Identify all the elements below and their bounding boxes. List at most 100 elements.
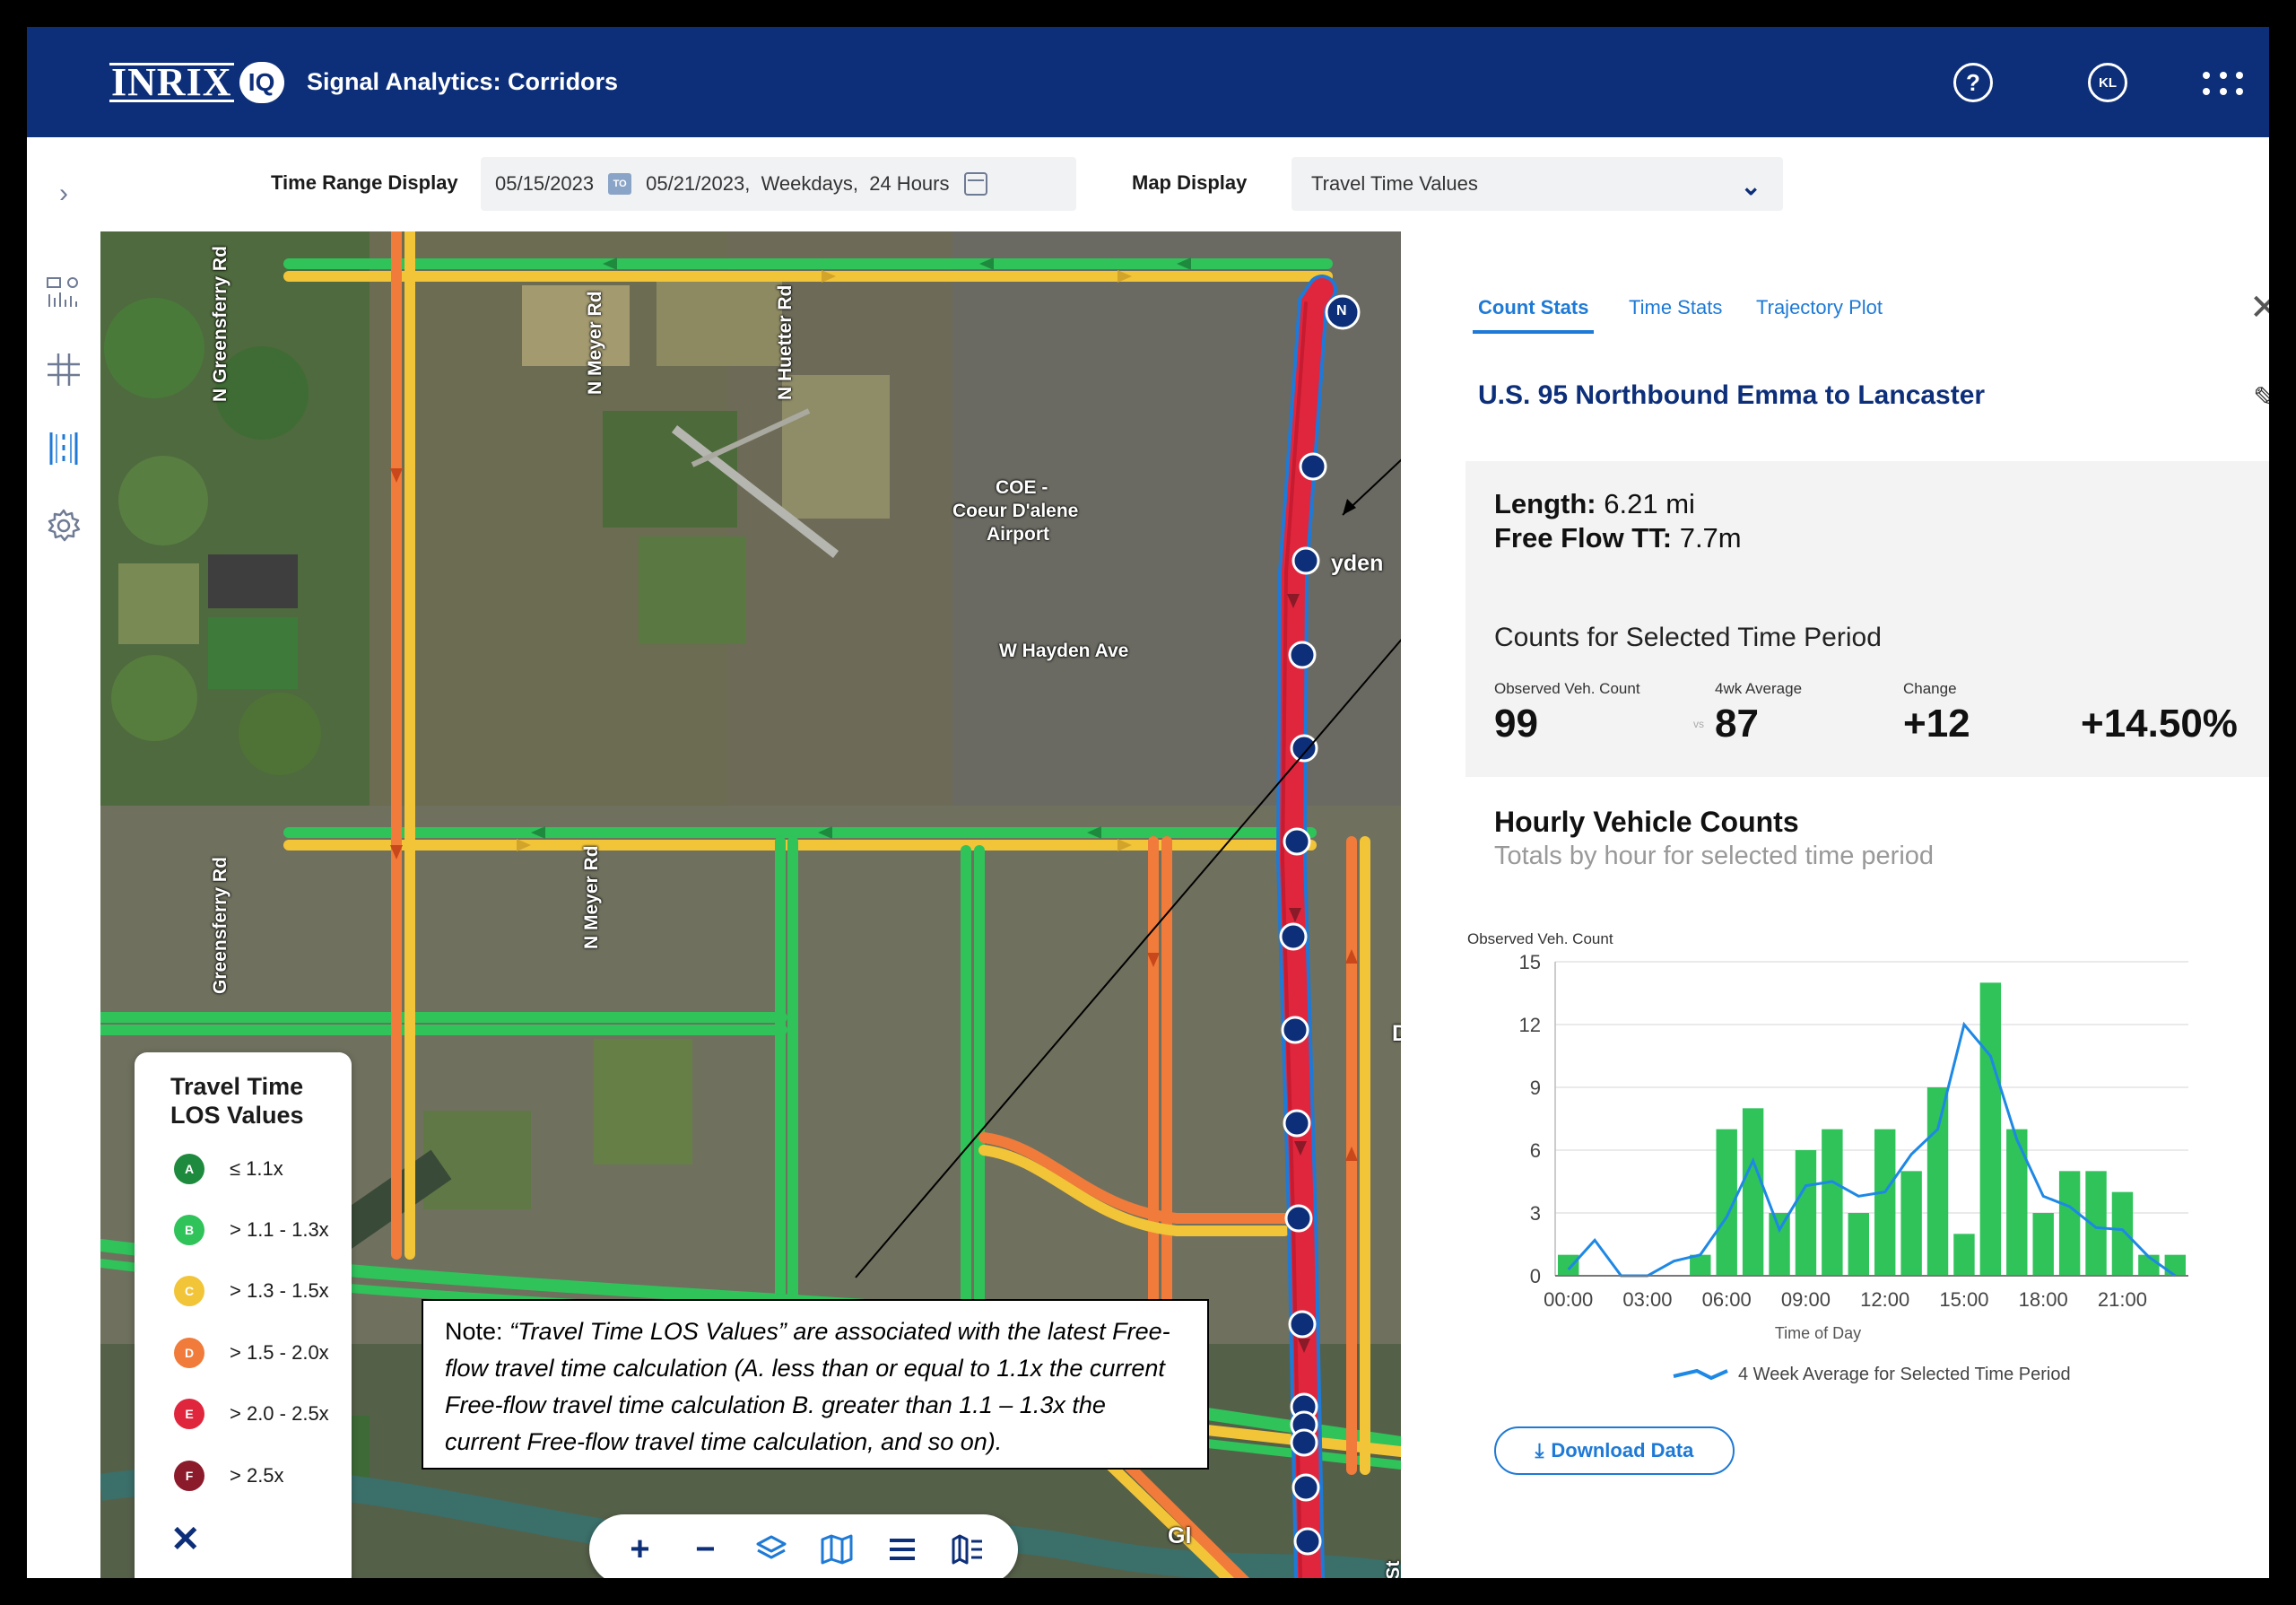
chart-x-tick-label: 15:00 — [1939, 1288, 1988, 1311]
chart-bar — [1769, 1213, 1790, 1276]
free-flow-label: Free Flow TT: — [1494, 522, 1673, 554]
average-value: 87 — [1715, 702, 1759, 746]
map-label-meyer-south: N Meyer Rd — [581, 845, 602, 949]
chart-x-tick-label: 12:00 — [1860, 1288, 1909, 1311]
map-icon[interactable] — [815, 1528, 858, 1571]
map-label-airport-code: COE - — [996, 477, 1048, 498]
zoom-out-button[interactable]: − — [695, 1530, 716, 1568]
free-flow-line: Free Flow TT: 7.7m — [1494, 522, 1742, 554]
inrix-logo[interactable]: INRIX IQ — [109, 59, 284, 106]
legend-item-a: A ≤ 1.1x — [174, 1151, 283, 1187]
time-range-label: Time Range Display — [271, 171, 458, 194]
map-display-value: Travel Time Values — [1311, 172, 1478, 195]
hourly-counts-subtitle: Totals by hour for selected time period — [1494, 842, 1935, 870]
chart-bar — [1795, 1150, 1817, 1276]
note-lead: Note: — [445, 1318, 510, 1345]
edit-pencil-icon[interactable]: ✎ — [2253, 381, 2269, 414]
chart-y-tick-label: 0 — [1530, 1265, 1541, 1287]
chart-x-tick-label: 09:00 — [1781, 1288, 1831, 1311]
to-badge: TO — [608, 173, 632, 195]
length-value: 6.21 mi — [1604, 488, 1695, 519]
start-date[interactable]: 05/15/2023 — [495, 172, 595, 195]
chart-bar — [1926, 1087, 1949, 1276]
settings-gear-icon[interactable] — [43, 505, 84, 546]
left-rail: › — [27, 137, 101, 1578]
logo-iq-badge: IQ — [239, 62, 284, 103]
chart-y-tick-label: 6 — [1530, 1139, 1541, 1162]
tab-trajectory-plot[interactable]: Trajectory Plot — [1756, 296, 1883, 318]
legend-item-f: F > 2.5x — [174, 1458, 284, 1494]
details-panel: Count Stats Time Stats Trajectory Plot ✕… — [1401, 231, 2269, 1578]
change-label: Change — [1903, 680, 1957, 697]
user-avatar[interactable]: KL — [2088, 63, 2127, 102]
legend-label-c: > 1.3 - 1.5x — [230, 1279, 329, 1302]
corridors-icon[interactable] — [43, 428, 84, 469]
map-toolbar: + − — [589, 1514, 1018, 1578]
change-percent: +14.50% — [2081, 702, 2238, 746]
close-panel-icon[interactable]: ✕ — [2249, 288, 2269, 327]
days-filter[interactable]: Weekdays — [761, 172, 853, 195]
map-label-greensferry: N Greensferry Rd — [210, 246, 230, 402]
hours-filter[interactable]: 24 Hours — [869, 172, 950, 195]
chart-y-tick-label: 9 — [1530, 1077, 1541, 1099]
chart-bar — [1953, 1234, 1975, 1276]
map-display-label: Map Display — [1132, 171, 1248, 194]
help-icon[interactable]: ? — [1953, 63, 1993, 102]
corridor-title: U.S. 95 Northbound Emma to Lancaster — [1478, 380, 1986, 410]
chart-bar — [1822, 1129, 1843, 1276]
chart-x-tick-label: 03:00 — [1622, 1288, 1672, 1311]
chart-x-axis-label: Time of Day — [1775, 1324, 1861, 1342]
download-label: Download Data — [1551, 1439, 1694, 1461]
map-label-airport: Airport — [987, 524, 1049, 545]
map-display-select[interactable]: Travel Time Values ⌄ — [1292, 157, 1783, 211]
chart-bar — [2058, 1171, 2081, 1276]
app-window: INRIX IQ Signal Analytics: Corridors ? K… — [27, 27, 2269, 1578]
observed-count-value: 99 — [1494, 702, 1538, 746]
tab-time-stats[interactable]: Time Stats — [1629, 296, 1723, 318]
los-badge-e: E — [174, 1399, 204, 1429]
legend-label-d: > 1.5 - 2.0x — [230, 1341, 329, 1364]
apps-grid-icon[interactable] — [2203, 72, 2244, 99]
signal-dashboard-icon[interactable] — [43, 272, 84, 313]
chart-bar — [1979, 982, 2002, 1276]
los-badge-d: D — [174, 1338, 204, 1368]
download-icon: ⤓ — [1535, 1439, 1544, 1461]
tab-count-stats[interactable]: Count Stats — [1472, 296, 1595, 334]
chart-bar — [1558, 1254, 1579, 1276]
download-data-button[interactable]: ⤓ Download Data — [1494, 1426, 1735, 1475]
chart-bar — [1690, 1254, 1711, 1276]
list-icon[interactable] — [881, 1528, 924, 1571]
zoom-in-button[interactable]: + — [630, 1530, 650, 1568]
map-label-4th-st: 4th St — [1383, 1561, 1401, 1578]
chart-y-tick-label: 12 — [1519, 1014, 1541, 1036]
free-flow-value: 7.7m — [1679, 522, 1742, 554]
chart-x-tick-label: 21:00 — [2098, 1288, 2147, 1311]
map-label-greensferry-south: Greensferry Rd — [210, 857, 230, 994]
map-marker-n[interactable]: N — [1336, 303, 1347, 318]
time-range-picker[interactable]: 05/15/2023 TO 05/21/2023, Weekdays, 24 H… — [481, 157, 1076, 211]
counts-title: Counts for Selected Time Period — [1494, 623, 1882, 652]
layers-icon[interactable] — [750, 1528, 793, 1571]
legend-close-icon[interactable]: ✕ — [170, 1520, 201, 1559]
chart-bar — [2164, 1254, 2186, 1276]
legend-label-a: ≤ 1.1x — [230, 1157, 283, 1180]
los-badge-c: C — [174, 1276, 204, 1306]
legend-item-d: D > 1.5 - 2.0x — [174, 1335, 329, 1371]
legend-item-b: B > 1.1 - 1.3x — [174, 1212, 329, 1248]
calendar-icon[interactable] — [963, 172, 987, 196]
los-legend: Travel Time LOS Values A ≤ 1.1x B > 1.1 … — [135, 1052, 352, 1578]
stats-card: Length: 6.21 mi Free Flow TT: 7.7m Count… — [1465, 461, 2269, 777]
filter-bar: Time Range Display 05/15/2023 TO 05/21/2… — [100, 137, 2269, 231]
chart-bar — [1848, 1213, 1869, 1276]
map-legend-icon[interactable] — [946, 1528, 989, 1571]
intersection-icon[interactable] — [43, 349, 84, 390]
chart-bar — [2111, 1191, 2134, 1276]
chart-bar — [1900, 1171, 1922, 1276]
top-bar: INRIX IQ Signal Analytics: Corridors ? K… — [27, 27, 2269, 137]
chart-legend-label: 4 Week Average for Selected Time Period — [1738, 1365, 2071, 1384]
end-date[interactable]: 05/21/2023 — [646, 172, 745, 195]
expand-chevron-icon[interactable]: › — [59, 179, 68, 208]
length-label: Length: — [1494, 488, 1596, 519]
chart-y-axis-label: Observed Veh. Count — [1467, 930, 1613, 947]
